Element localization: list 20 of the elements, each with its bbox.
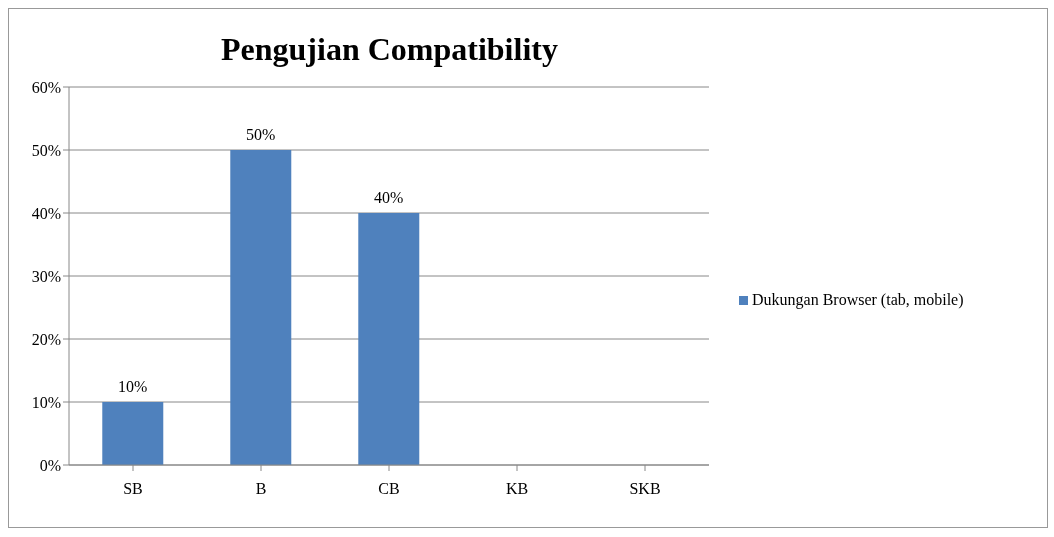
y-tick-label: 60% bbox=[31, 78, 61, 96]
y-tick-label: 50% bbox=[31, 141, 61, 159]
x-tick-label: SKB bbox=[629, 480, 661, 498]
data-label: 10% bbox=[118, 378, 148, 395]
y-tick-label: 40% bbox=[31, 204, 61, 222]
bar bbox=[102, 402, 164, 465]
x-tick-label: CB bbox=[378, 480, 400, 498]
y-tick-label: 0% bbox=[39, 456, 61, 474]
x-tick-label: KB bbox=[505, 480, 529, 498]
y-tick-label: 20% bbox=[31, 330, 61, 348]
bar bbox=[358, 213, 420, 465]
bar bbox=[230, 150, 292, 465]
data-label: 40% bbox=[374, 189, 404, 206]
y-tick-label: 10% bbox=[31, 393, 61, 411]
data-label: 50% bbox=[246, 126, 276, 143]
chart-title: Pengujian Compatibility bbox=[220, 31, 559, 69]
x-tick-label: SB bbox=[123, 480, 143, 498]
y-tick-label: 30% bbox=[31, 267, 61, 285]
x-tick-label: B bbox=[255, 480, 267, 498]
legend-label: Dukungan Browser (tab, mobile) bbox=[752, 291, 964, 309]
